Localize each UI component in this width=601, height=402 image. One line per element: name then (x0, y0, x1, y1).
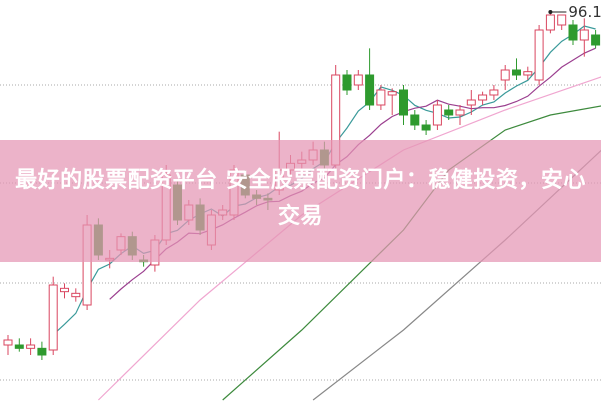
max-marker-dot (548, 10, 553, 14)
page-title: 最好的股票配资平台 安全股票配资门户：稳健投资，安心交易 (15, 168, 586, 229)
candle-down (444, 109, 454, 116)
candle-down (410, 114, 420, 126)
candle-up (432, 104, 442, 126)
candle-up (3, 339, 13, 346)
candle-up (579, 29, 589, 41)
candle-up (26, 344, 36, 349)
candle-up (376, 89, 386, 106)
candle-down (14, 344, 24, 349)
candle-up (557, 14, 567, 26)
candle-up (523, 71, 533, 76)
candle-down (568, 24, 578, 41)
candle-up (489, 89, 499, 96)
candle-down (399, 89, 408, 116)
candle-up (455, 109, 465, 116)
candle-down (421, 124, 431, 131)
candle-down (512, 69, 521, 76)
candle-up (478, 94, 488, 101)
candle-down (591, 34, 601, 46)
candle-up (466, 99, 476, 106)
candle-up (48, 284, 58, 351)
max-price-label: 96.18 (568, 3, 601, 21)
candle-up (60, 287, 69, 293)
candle-down (342, 74, 352, 91)
candle-down (37, 347, 47, 356)
candle-up (534, 29, 544, 81)
title-banner (0, 140, 601, 262)
candle-up (71, 292, 81, 298)
candle-down (365, 74, 375, 106)
candle-up (545, 14, 555, 31)
candle-up (353, 74, 363, 86)
candle-up (500, 69, 510, 81)
candle-up (387, 91, 397, 96)
